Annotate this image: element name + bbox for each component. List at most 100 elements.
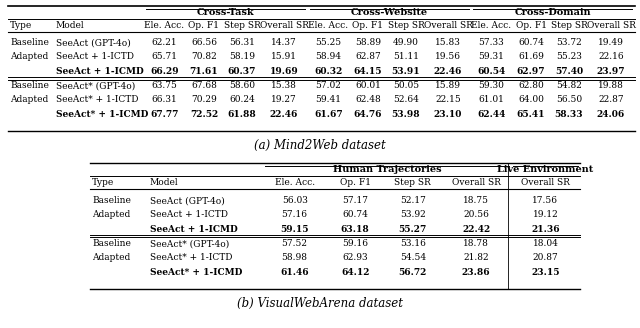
Text: 60.74: 60.74: [342, 210, 368, 219]
Text: 19.56: 19.56: [435, 52, 461, 61]
Text: 15.38: 15.38: [271, 81, 297, 91]
Text: 62.93: 62.93: [342, 253, 368, 262]
Text: 19.27: 19.27: [271, 95, 297, 104]
Text: 58.19: 58.19: [229, 52, 255, 61]
Text: 22.15: 22.15: [435, 95, 461, 104]
Text: 57.33: 57.33: [479, 38, 504, 47]
Text: 59.30: 59.30: [479, 81, 504, 91]
Text: 20.87: 20.87: [532, 253, 558, 262]
Text: 61.01: 61.01: [479, 95, 504, 104]
Text: Adapted: Adapted: [92, 210, 131, 219]
Text: (a) Mind2Web dataset: (a) Mind2Web dataset: [254, 139, 386, 152]
Text: SeeAct + 1-ICMD: SeeAct + 1-ICMD: [150, 225, 237, 234]
Text: 62.44: 62.44: [477, 110, 506, 119]
Text: 71.61: 71.61: [189, 67, 218, 76]
Text: Adapted: Adapted: [92, 253, 131, 262]
Text: Baseline: Baseline: [92, 196, 131, 205]
Text: 64.15: 64.15: [354, 67, 382, 76]
Text: 60.54: 60.54: [477, 67, 506, 76]
Text: 56.03: 56.03: [282, 196, 308, 205]
Text: 22.46: 22.46: [434, 67, 462, 76]
Text: Adapted: Adapted: [10, 95, 48, 104]
Text: Overall SR: Overall SR: [260, 21, 308, 30]
Text: Baseline: Baseline: [92, 239, 131, 248]
Text: 67.68: 67.68: [191, 81, 217, 91]
Text: 59.31: 59.31: [479, 52, 504, 61]
Text: 70.82: 70.82: [191, 52, 217, 61]
Text: 53.16: 53.16: [400, 239, 426, 248]
Text: Step SR: Step SR: [223, 21, 260, 30]
Text: SeeAct* + 1-ICTD: SeeAct* + 1-ICTD: [150, 253, 232, 262]
Text: 72.52: 72.52: [190, 110, 218, 119]
Text: 61.69: 61.69: [518, 52, 544, 61]
Text: 57.40: 57.40: [555, 67, 583, 76]
Text: 58.98: 58.98: [282, 253, 308, 262]
Text: Ele. Acc.: Ele. Acc.: [275, 178, 315, 187]
Text: Op. F1: Op. F1: [189, 21, 220, 30]
Text: 19.88: 19.88: [598, 81, 624, 91]
Text: 53.98: 53.98: [392, 110, 420, 119]
Text: 15.89: 15.89: [435, 81, 461, 91]
Text: 61.46: 61.46: [280, 268, 309, 277]
Text: 15.83: 15.83: [435, 38, 461, 47]
Text: Op. F1: Op. F1: [515, 21, 547, 30]
Text: Op. F1: Op. F1: [353, 21, 383, 30]
Text: 15.91: 15.91: [271, 52, 297, 61]
Text: 50.05: 50.05: [393, 81, 419, 91]
Text: Baseline: Baseline: [10, 38, 49, 47]
Text: Overall SR: Overall SR: [452, 178, 500, 187]
Text: Type: Type: [92, 178, 115, 187]
Text: SeeAct (GPT-4o): SeeAct (GPT-4o): [150, 196, 225, 205]
Text: 52.17: 52.17: [400, 196, 426, 205]
Text: SeeAct* (GPT-4o): SeeAct* (GPT-4o): [150, 239, 229, 248]
Text: SeeAct* + 1-ICMD: SeeAct* + 1-ICMD: [150, 268, 242, 277]
Text: 66.29: 66.29: [150, 67, 179, 76]
Text: 67.77: 67.77: [150, 110, 179, 119]
Text: 64.76: 64.76: [354, 110, 382, 119]
Text: Step SR: Step SR: [550, 21, 588, 30]
Text: 57.52: 57.52: [282, 239, 308, 248]
Text: 64.00: 64.00: [518, 95, 544, 104]
Text: 51.11: 51.11: [393, 52, 419, 61]
Text: 59.16: 59.16: [342, 239, 368, 248]
Text: SeeAct (GPT-4o): SeeAct (GPT-4o): [56, 38, 131, 47]
Text: Step SR: Step SR: [388, 21, 424, 30]
Text: 19.49: 19.49: [598, 38, 624, 47]
Text: Adapted: Adapted: [10, 52, 48, 61]
Text: 63.18: 63.18: [341, 225, 369, 234]
Text: 53.91: 53.91: [392, 67, 420, 76]
Text: 58.89: 58.89: [355, 38, 381, 47]
Text: 60.74: 60.74: [518, 38, 544, 47]
Text: 57.17: 57.17: [342, 196, 368, 205]
Text: 61.88: 61.88: [228, 110, 257, 119]
Text: 57.16: 57.16: [282, 210, 308, 219]
Text: Ele. Acc.: Ele. Acc.: [145, 21, 184, 30]
Text: 66.31: 66.31: [152, 95, 177, 104]
Text: 18.04: 18.04: [532, 239, 558, 248]
Text: SeeAct* + 1-ICTD: SeeAct* + 1-ICTD: [56, 95, 138, 104]
Text: Model: Model: [56, 21, 84, 30]
Text: Model: Model: [150, 178, 179, 187]
Text: SeeAct* (GPT-4o): SeeAct* (GPT-4o): [56, 81, 135, 91]
Text: 22.46: 22.46: [270, 110, 298, 119]
Text: 55.25: 55.25: [316, 38, 342, 47]
Text: Cross-Task: Cross-Task: [196, 8, 254, 17]
Text: 60.01: 60.01: [355, 81, 381, 91]
Text: Cross-Domain: Cross-Domain: [514, 8, 591, 17]
Text: Cross-Website: Cross-Website: [351, 8, 428, 17]
Text: 54.82: 54.82: [556, 81, 582, 91]
Text: 53.92: 53.92: [400, 210, 426, 219]
Text: 20.56: 20.56: [463, 210, 489, 219]
Text: SeeAct* + 1-ICMD: SeeAct* + 1-ICMD: [56, 110, 148, 119]
Text: 17.56: 17.56: [532, 196, 559, 205]
Text: 58.33: 58.33: [555, 110, 583, 119]
Text: Overall SR: Overall SR: [521, 178, 570, 187]
Text: 63.75: 63.75: [152, 81, 177, 91]
Text: 22.42: 22.42: [462, 225, 490, 234]
Text: 59.15: 59.15: [280, 225, 309, 234]
Text: 56.50: 56.50: [556, 95, 582, 104]
Text: 18.78: 18.78: [463, 239, 489, 248]
Text: Step SR: Step SR: [394, 178, 431, 187]
Text: 54.54: 54.54: [400, 253, 426, 262]
Text: 22.87: 22.87: [598, 95, 624, 104]
